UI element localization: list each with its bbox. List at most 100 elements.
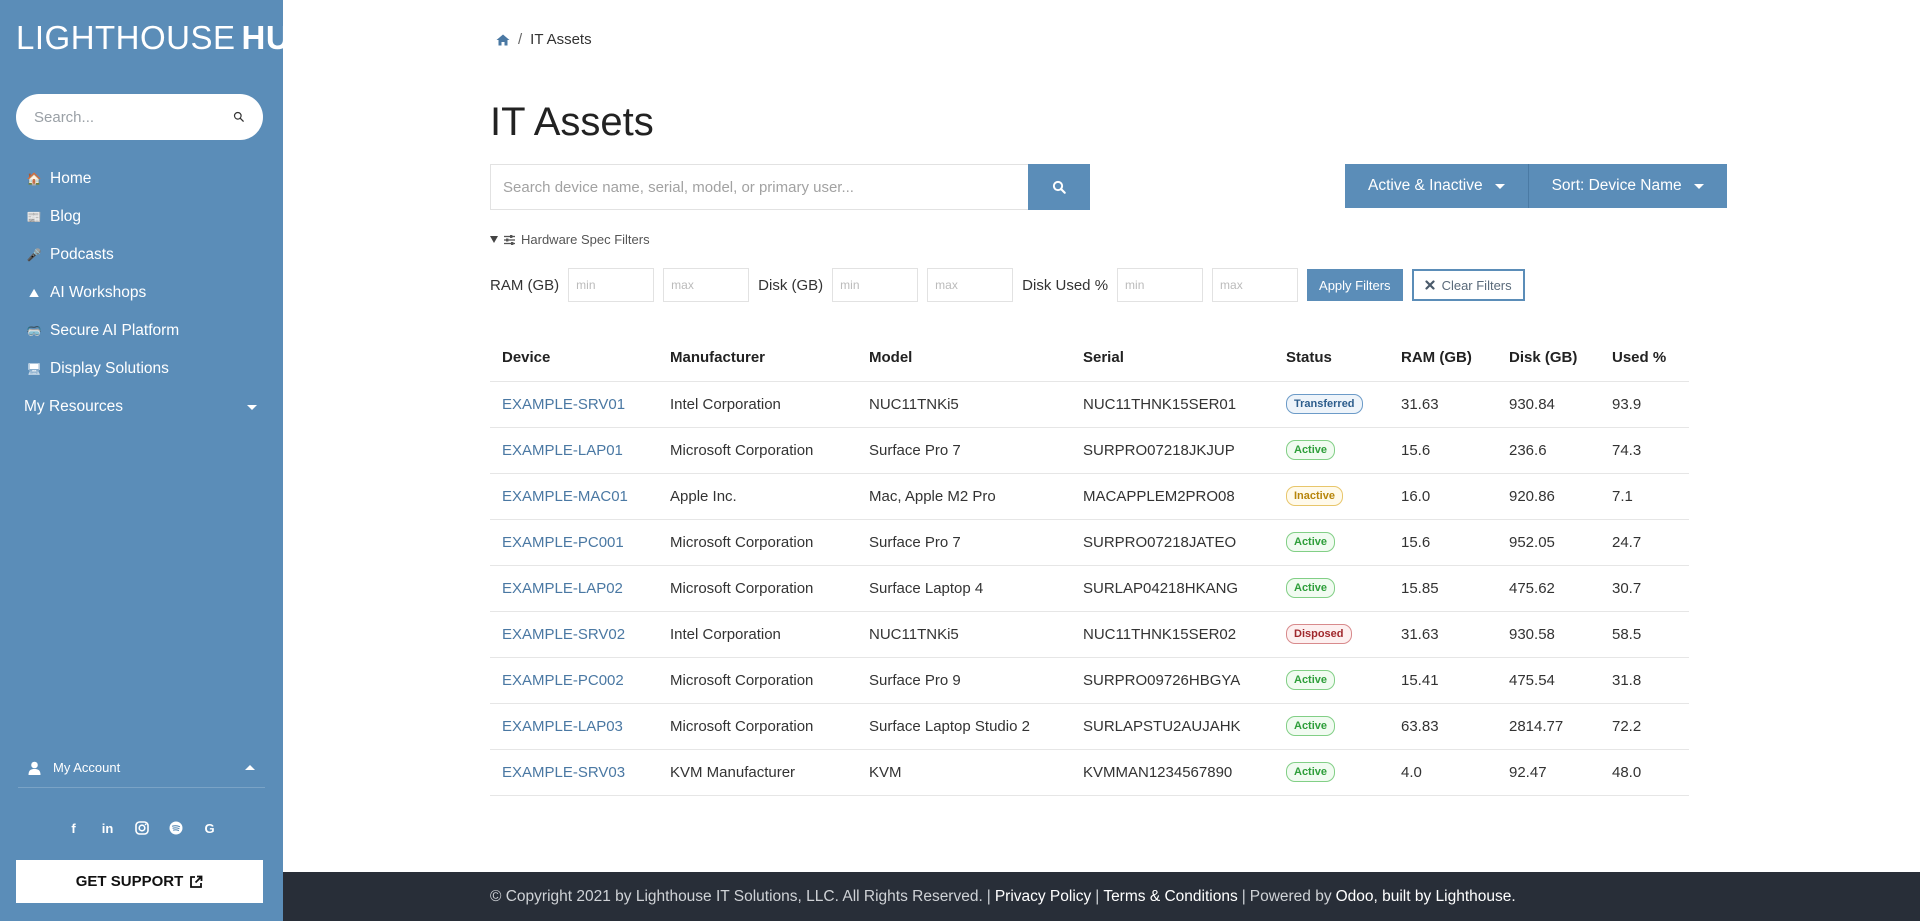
ram-min-input[interactable] [568, 268, 655, 302]
home-icon[interactable] [496, 34, 510, 46]
privacy-policy-link[interactable]: Privacy Policy [994, 887, 1092, 905]
sidebar-item-secure-ai-platform[interactable]: 🥽 Secure AI Platform [0, 312, 283, 350]
sidebar-item-ai-workshops[interactable]: ⛰ AI Workshops [0, 274, 283, 312]
apply-filters-button[interactable]: Apply Filters [1307, 269, 1403, 301]
cell-device[interactable]: EXAMPLE-LAP01 [490, 427, 658, 474]
odoo-link[interactable]: Odoo, built by Lighthouse. [1335, 887, 1516, 905]
sort-dropdown[interactable]: Sort: Device Name [1527, 164, 1727, 208]
cell-ram: 15.41 [1389, 657, 1497, 704]
sidebar-item-label: Secure AI Platform [50, 322, 180, 339]
cell-device[interactable]: EXAMPLE-LAP02 [490, 565, 658, 612]
status-badge: Active [1286, 670, 1336, 690]
cell-used: 30.7 [1600, 565, 1689, 612]
disk-min-input[interactable] [832, 268, 919, 302]
cell-used: 48.0 [1600, 749, 1689, 796]
column-header-ram[interactable]: RAM (GB) [1389, 335, 1497, 382]
cell-serial: SURLAP04218HKANG [1071, 565, 1274, 612]
sort-label: Sort: Device Name [1551, 177, 1682, 194]
table-row: EXAMPLE-SRV02 Intel Corporation NUC11TNKi5… [490, 611, 1689, 658]
cell-manufacturer: Microsoft Corporation [658, 565, 857, 612]
disk-used-min-input[interactable] [1117, 268, 1204, 302]
disk-used-max-input[interactable] [1212, 268, 1299, 302]
status-filter-dropdown[interactable]: Active & Inactive [1345, 164, 1528, 208]
cell-status: Transferred [1274, 381, 1389, 428]
cell-serial: NUC11THNK15SER02 [1071, 611, 1274, 658]
status-badge: Active [1286, 716, 1336, 736]
cell-status: Inactive [1274, 473, 1389, 520]
get-support-label: GET SUPPORT [75, 873, 184, 890]
table-row: EXAMPLE-PC001 Microsoft Corporation Surfac… [490, 519, 1689, 566]
chevron-down-icon [1494, 183, 1505, 189]
cell-device[interactable]: EXAMPLE-LAP03 [490, 703, 658, 750]
cell-manufacturer: Apple Inc. [658, 473, 857, 520]
disk-max-input[interactable] [927, 268, 1014, 302]
sidebar-search-input[interactable] [34, 108, 233, 126]
ram-max-input[interactable] [663, 268, 750, 302]
microphone-icon: 🎤 [26, 248, 42, 262]
cell-serial: KVMMAN1234567890 [1071, 749, 1274, 796]
cell-device[interactable]: EXAMPLE-MAC01 [490, 473, 658, 520]
my-account-toggle[interactable]: My Account [18, 748, 265, 788]
sidebar-item-home[interactable]: 🏠 Home [0, 160, 283, 198]
cell-model: Surface Pro 7 [857, 519, 1071, 566]
disk-filter-label: Disk (GB) [758, 276, 824, 294]
cell-device[interactable]: EXAMPLE-SRV02 [490, 611, 658, 658]
cell-device[interactable]: EXAMPLE-PC002 [490, 657, 658, 704]
cell-disk: 475.62 [1497, 565, 1600, 612]
sidebar-search [16, 94, 263, 140]
hardware-spec-filters-toggle[interactable]: Hardware Spec Filters [490, 232, 650, 247]
sidebar-item-my-resources[interactable]: My Resources [0, 388, 283, 426]
table-row: EXAMPLE-SRV01 Intel Corporation NUC11TNKi5… [490, 381, 1689, 428]
vr-headset-icon: 🥽 [26, 324, 42, 338]
status-badge: Inactive [1286, 486, 1343, 506]
google-icon[interactable]: G [204, 820, 215, 836]
column-header-used[interactable]: Used % [1600, 335, 1689, 382]
cell-model: NUC11TNKi5 [857, 611, 1071, 658]
disk-used-filter-label: Disk Used % [1022, 276, 1109, 294]
search-icon[interactable] [233, 108, 245, 126]
cell-serial: SURLAPSTU2AUJAHK [1071, 703, 1274, 750]
linkedin-icon[interactable]: in [101, 820, 114, 836]
cell-ram: 63.83 [1389, 703, 1497, 750]
cell-serial: NUC11THNK15SER01 [1071, 381, 1274, 428]
get-support-button[interactable]: GET SUPPORT [16, 860, 263, 903]
cell-device[interactable]: EXAMPLE-SRV03 [490, 749, 658, 796]
sidebar-item-podcasts[interactable]: 🎤 Podcasts [0, 236, 283, 274]
cell-model: KVM [857, 749, 1071, 796]
column-header-serial[interactable]: Serial [1071, 335, 1274, 382]
cell-status: Active [1274, 703, 1389, 750]
column-header-status[interactable]: Status [1274, 335, 1389, 382]
breadcrumb: / IT Assets [496, 31, 592, 48]
chevron-down-icon [1693, 183, 1704, 189]
hardware-spec-filters-label: Hardware Spec Filters [521, 232, 650, 247]
clear-filters-button[interactable]: Clear Filters [1411, 269, 1525, 301]
cell-ram: 16.0 [1389, 473, 1497, 520]
cell-used: 24.7 [1600, 519, 1689, 566]
column-header-manufacturer[interactable]: Manufacturer [658, 335, 857, 382]
status-badge: Transferred [1286, 394, 1363, 414]
facebook-icon[interactable]: f [71, 820, 76, 836]
sliders-icon [504, 234, 515, 245]
cell-device[interactable]: EXAMPLE-SRV01 [490, 381, 658, 428]
column-header-model[interactable]: Model [857, 335, 1071, 382]
terms-link[interactable]: Terms & Conditions [1103, 887, 1238, 905]
search-button[interactable] [1028, 164, 1090, 210]
assets-table-body: EXAMPLE-SRV01 Intel Corporation NUC11TNKi5… [490, 381, 1689, 796]
cell-used: 72.2 [1600, 703, 1689, 750]
sidebar-item-display-solutions[interactable]: 🖥 Display Solutions [0, 350, 283, 388]
page-title: IT Assets [490, 100, 654, 144]
sidebar-item-label: Blog [50, 208, 82, 225]
newspaper-icon: 📰 [26, 210, 42, 224]
column-header-device[interactable]: Device [490, 335, 658, 382]
cell-status: Active [1274, 427, 1389, 474]
asset-search-input[interactable] [490, 164, 1028, 210]
spotify-icon[interactable] [168, 820, 184, 836]
footer-separator: | [1241, 887, 1246, 905]
sidebar: LIGHTHOUSE HUB 🏠 Home 📰 Blog 🎤 Podcasts ⛰ AI… [0, 0, 314, 921]
sidebar-item-blog[interactable]: 📰 Blog [0, 198, 283, 236]
sidebar-nav: 🏠 Home 📰 Blog 🎤 Podcasts ⛰ AI Workshops 🥽 Sec… [0, 160, 283, 426]
instagram-icon[interactable] [134, 820, 150, 836]
logo[interactable]: LIGHTHOUSE HUB [16, 18, 315, 58]
column-header-disk[interactable]: Disk (GB) [1497, 335, 1600, 382]
cell-device[interactable]: EXAMPLE-PC001 [490, 519, 658, 566]
